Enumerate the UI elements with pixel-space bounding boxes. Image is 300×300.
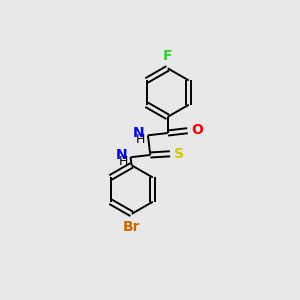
Text: N: N [133, 126, 145, 140]
Text: H: H [136, 133, 145, 146]
Text: F: F [163, 49, 172, 63]
Text: N: N [116, 148, 127, 161]
Text: S: S [173, 147, 184, 161]
Text: H: H [118, 155, 128, 168]
Text: O: O [191, 123, 203, 136]
Text: Br: Br [123, 220, 140, 234]
